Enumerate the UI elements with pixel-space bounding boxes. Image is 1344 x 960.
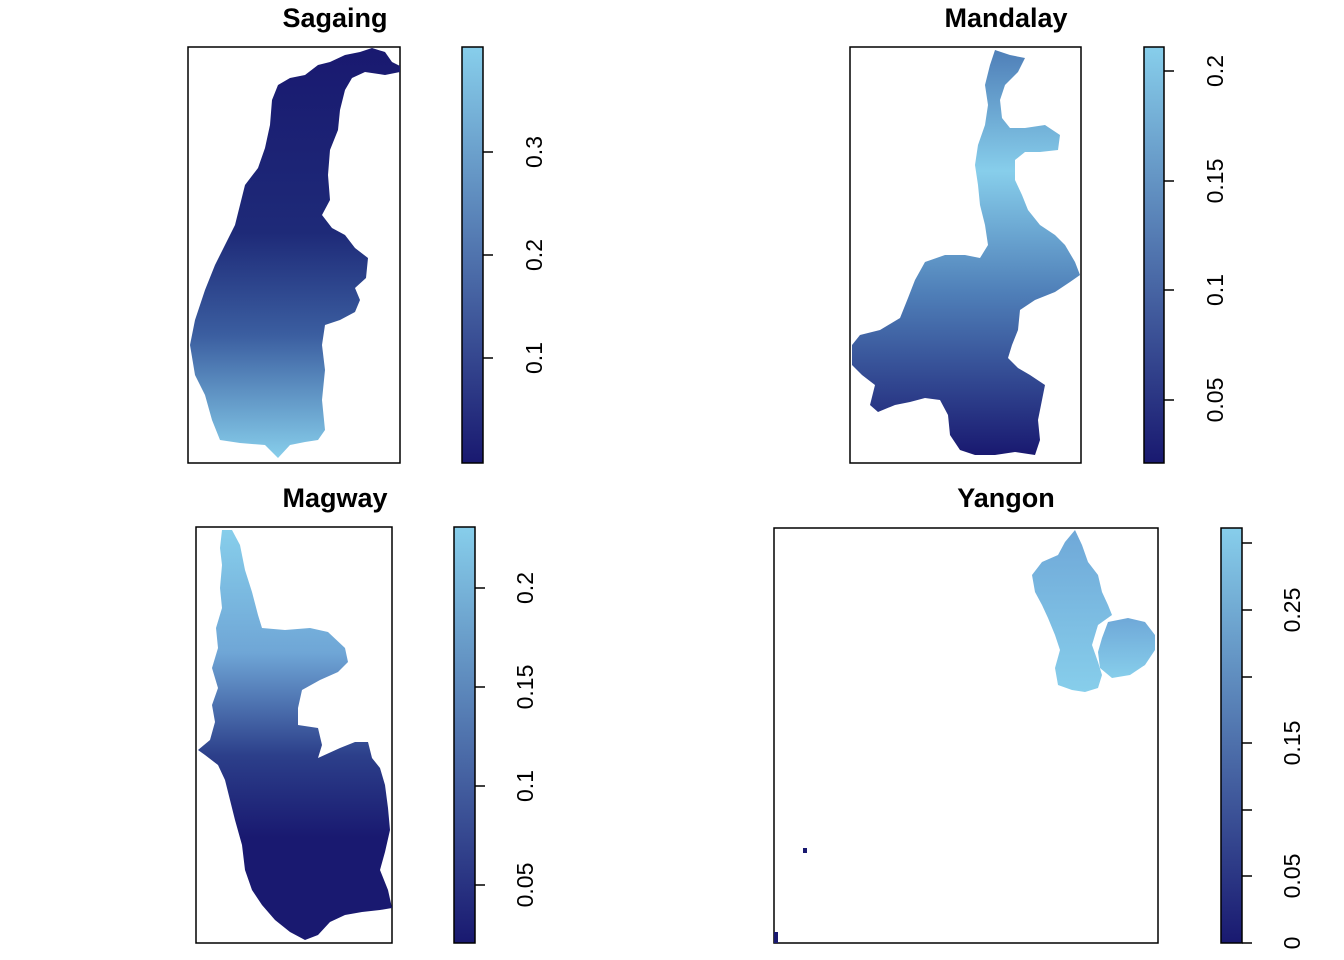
legend-colorbar (1143, 46, 1165, 464)
region-fragment-yangon (803, 848, 807, 853)
region-shape-yangon-south (1098, 618, 1155, 678)
region-fragment-yangon (774, 932, 778, 943)
map-panel-yangon: Yangon 0 0.05 0.15 0.25 (773, 483, 1305, 950)
legend-tick-label: 0.1 (1202, 274, 1228, 306)
legend-colorbar (461, 46, 484, 464)
region-shape-sagaing (190, 48, 400, 458)
map-panel-magway: Magway 0.05 0.1 0.15 0.2 (195, 483, 538, 944)
legend-tick-label: 0.2 (521, 239, 547, 271)
map-frame (195, 526, 393, 944)
map-panel-mandalay: Mandalay 0.05 0.1 0.15 0.2 (849, 3, 1228, 464)
legend-tick-label: 0.1 (512, 770, 538, 802)
map-title: Sagaing (282, 3, 387, 33)
legend-colorbar (1220, 527, 1243, 944)
map-panel-sagaing: Sagaing 0.1 0.2 0.3 (187, 3, 547, 464)
legend-tick-label: 0.3 (521, 136, 547, 168)
legend-tick-label: 0.05 (1279, 854, 1305, 899)
legend-colorbar (453, 526, 476, 944)
map-title: Yangon (957, 483, 1055, 513)
map-frame (187, 46, 401, 464)
legend-tick-label: 0.15 (1279, 721, 1305, 766)
region-shape-magway (198, 530, 392, 940)
map-frame (849, 46, 1082, 464)
legend-tick-label: 0.2 (1202, 55, 1228, 87)
legend-tick-label: 0.05 (1202, 378, 1228, 423)
legend-tick-label: 0.25 (1279, 588, 1305, 633)
legend-tick-label: 0.2 (512, 572, 538, 604)
legend-tick-label: 0 (1279, 937, 1305, 950)
legend-tick-label: 0.05 (512, 863, 538, 908)
legend-tick-label: 0.15 (512, 665, 538, 710)
map-title: Mandalay (944, 3, 1067, 33)
map-frame (773, 527, 1159, 944)
map-title: Magway (282, 483, 387, 513)
region-shape-mandalay (852, 50, 1080, 455)
legend-tick-label: 0.15 (1202, 159, 1228, 204)
region-shape-yangon-north (1032, 530, 1112, 692)
legend-tick-label: 0.1 (521, 342, 547, 374)
